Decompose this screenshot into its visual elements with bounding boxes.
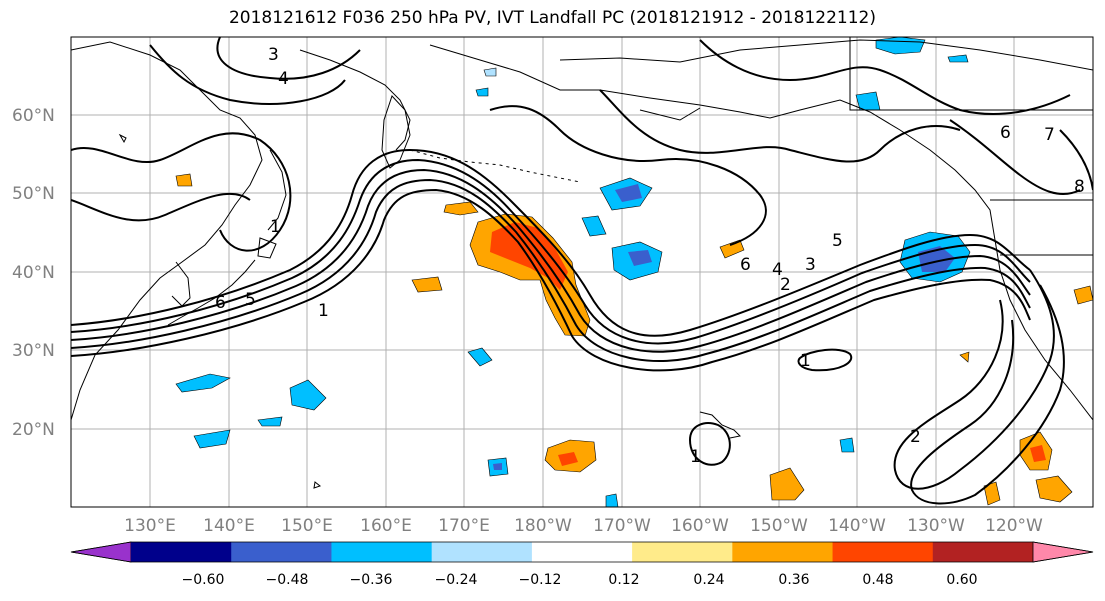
contour-label: 1 (690, 447, 701, 467)
coastlines (71, 37, 1093, 489)
colorbar-ticks: −0.60 −0.48 −0.36 −0.24 −0.12 0.12 0.24 … (182, 572, 978, 588)
latitude-labels: 60°N 50°N 40°N 30°N 20°N (12, 106, 55, 440)
lon-label: 120°W (985, 516, 1043, 536)
contour-label: 5 (832, 231, 843, 251)
lon-label: 160°E (360, 516, 412, 536)
colorbar-tick-label: −0.12 (519, 572, 562, 588)
colorbar-tick-label: −0.60 (182, 572, 225, 588)
colorbar-extend-high (1032, 541, 1094, 563)
colorbar-segment (932, 542, 1034, 562)
contour-label: 2 (780, 275, 791, 295)
colorbar-tick-label: 0.60 (946, 572, 977, 588)
contour-label: 3 (805, 255, 816, 275)
colorbar-tick-label: 0.36 (778, 572, 809, 588)
colorbar-segment (131, 542, 232, 562)
lon-label: 150°E (281, 516, 333, 536)
colorbar-tick-label: 0.12 (608, 572, 639, 588)
longitude-labels: 130°E 140°E 150°E 160°E 170°E 180°W 170°… (124, 516, 1043, 536)
pv-contours (71, 37, 1093, 505)
contour-label: 6 (740, 255, 751, 275)
contour-label: 4 (772, 260, 783, 280)
colorbar-segment (431, 542, 533, 562)
colorbar-segment (832, 542, 934, 562)
lat-label: 60°N (12, 106, 55, 126)
contour-label: 6 (215, 293, 226, 313)
colorbar-segment (331, 542, 433, 562)
lon-label: 170°W (593, 516, 651, 536)
colorbar-segment (531, 542, 633, 562)
contour-label: 1 (270, 217, 281, 237)
contour-label: 1 (800, 351, 811, 371)
colorbar-tick-label: 0.24 (693, 572, 724, 588)
lon-label: 130°W (907, 516, 965, 536)
contour-label: 2 (910, 427, 921, 447)
lon-label: 180°W (514, 516, 572, 536)
lon-label: 140°E (203, 516, 255, 536)
contour-label: 7 (1044, 125, 1055, 145)
colorbar-tick-label: −0.36 (350, 572, 393, 588)
contour-label: 5 (245, 290, 256, 310)
contour-labels: 3 4 1 6 5 1 6 4 3 2 5 1 1 2 6 7 8 (215, 45, 1085, 467)
lon-label: 140°W (828, 516, 886, 536)
colorbar (70, 541, 1094, 563)
colorbar-tick-label: 0.48 (862, 572, 893, 588)
colorbar-tick-label: −0.48 (266, 572, 309, 588)
lat-label: 30°N (12, 341, 55, 361)
colorbar-tick-label: −0.24 (435, 572, 478, 588)
lon-label: 130°E (124, 516, 176, 536)
contour-label: 4 (278, 69, 289, 89)
lat-label: 50°N (12, 184, 55, 204)
colorbar-segment (231, 542, 332, 562)
contour-label: 3 (268, 45, 279, 65)
lon-label: 160°W (671, 516, 729, 536)
lat-label: 20°N (12, 420, 55, 440)
lon-label: 170°E (438, 516, 490, 536)
colorbar-segment (632, 542, 733, 562)
contour-label: 6 (1000, 123, 1011, 143)
colorbar-extend-low (70, 541, 132, 563)
colorbar-frame (70, 541, 1094, 563)
map-title: 2018121612 F036 250 hPa PV, IVT Landfall… (228, 8, 876, 28)
map-frame (70, 36, 1094, 508)
lat-label: 40°N (12, 263, 55, 283)
lon-label: 150°W (750, 516, 808, 536)
contour-label: 1 (318, 301, 329, 321)
contour-label: 8 (1074, 177, 1085, 197)
colorbar-segment (732, 542, 834, 562)
